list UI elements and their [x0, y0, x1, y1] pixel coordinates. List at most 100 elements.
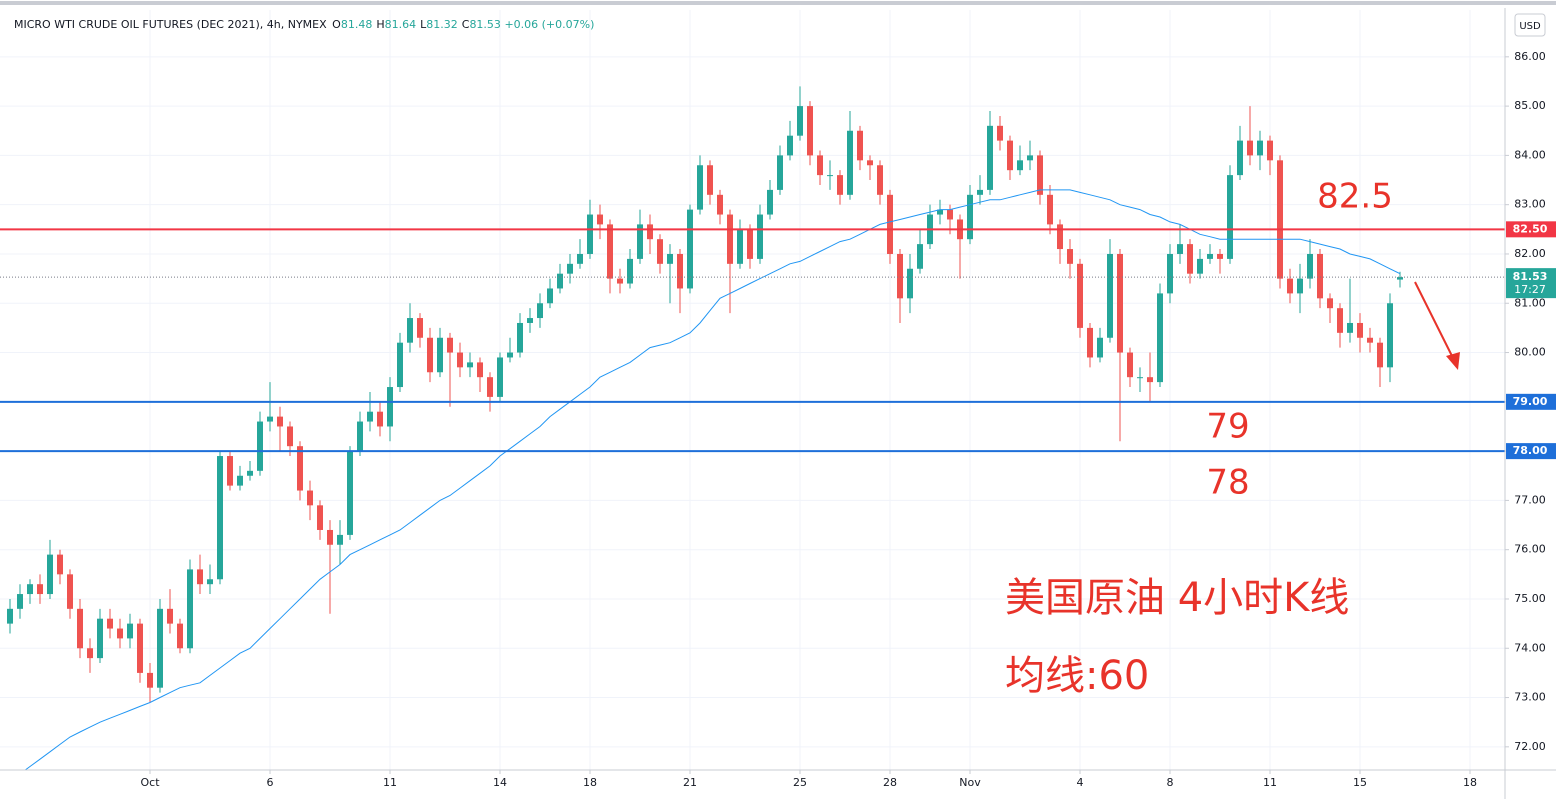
ohlc-label: H [376, 18, 385, 31]
candle-body [767, 189, 773, 215]
candle-body [1137, 377, 1143, 379]
candle-body [47, 554, 53, 595]
candle-body [1117, 253, 1123, 353]
candle-body [347, 451, 353, 535]
candle-body [187, 569, 193, 649]
candle-body [967, 194, 973, 240]
candle-body [1347, 322, 1353, 333]
annotation: 82.5 [1317, 177, 1393, 217]
candle-body [1217, 253, 1223, 259]
header: MICRO WTI CRUDE OIL FUTURES (DEC 2021), … [14, 18, 594, 31]
candle-body [1277, 160, 1283, 279]
candle-body [307, 490, 313, 506]
x-tick-label: 21 [683, 776, 697, 789]
candle-body [207, 579, 213, 585]
candle-body [847, 130, 853, 195]
candle-body [97, 618, 103, 659]
candle-body [1397, 277, 1403, 280]
candle-body [1307, 253, 1313, 279]
candle-body [687, 209, 693, 289]
candle-body [617, 278, 623, 284]
candle-body [227, 456, 233, 486]
arrow-line [1414, 281, 1456, 363]
ohlc-value: 81.53 [469, 18, 501, 31]
y-tick-label: 84.00 [1514, 148, 1546, 161]
candle-body [287, 426, 293, 447]
candle-body [277, 416, 283, 427]
candle-body [1147, 377, 1153, 383]
candle-body [337, 534, 343, 545]
candle-body [657, 239, 663, 264]
level-label: 79.00 [1513, 395, 1548, 408]
y-tick-label: 76.00 [1514, 543, 1546, 556]
candle-body [1247, 140, 1253, 156]
candle-body [1017, 160, 1023, 171]
y-tick-label: 73.00 [1514, 691, 1546, 704]
currency-box[interactable] [1514, 13, 1546, 37]
candle-body [177, 623, 183, 649]
candle-body [937, 209, 943, 215]
x-tick-label: 15 [1353, 776, 1367, 789]
candle-body [597, 214, 603, 225]
candle-body [477, 362, 483, 378]
arrow-head [1446, 352, 1460, 370]
candle-body [1167, 253, 1173, 294]
candle-body [577, 253, 583, 264]
y-tick-label: 83.00 [1514, 198, 1546, 211]
x-tick-label: 4 [1077, 776, 1084, 789]
candle-body [677, 253, 683, 289]
candle-body [857, 130, 863, 161]
x-tick-label: 28 [883, 776, 897, 789]
ohlc-label: C [461, 18, 470, 31]
candle-body [1197, 258, 1203, 274]
y-tick-label: 82.00 [1514, 247, 1546, 260]
x-tick-label: 6 [267, 776, 274, 789]
ohlc: O81.48 H81.64 L81.32 C81.53 [330, 18, 501, 31]
y-tick-label: 77.00 [1514, 493, 1546, 506]
candle-body [1267, 140, 1273, 161]
candle-body [147, 672, 153, 688]
currency: USD [1519, 21, 1541, 32]
candle-body [647, 224, 653, 240]
candle-body [947, 209, 953, 220]
candle-body [7, 608, 13, 624]
candle-body [1287, 278, 1293, 294]
candle-body [427, 337, 433, 373]
candle-body [247, 470, 253, 476]
x-tick-label: 14 [493, 776, 507, 789]
candle-body [897, 253, 903, 299]
candle-body [817, 155, 823, 176]
candle-body [497, 357, 503, 397]
candle-body [1327, 298, 1333, 309]
candle-body [267, 416, 273, 422]
candle-body [77, 608, 83, 649]
y-tick-label: 85.00 [1514, 99, 1546, 112]
last-price-box [1506, 268, 1556, 299]
x-tick-label: 11 [383, 776, 397, 789]
candle-body [137, 623, 143, 673]
candle-body [1057, 224, 1063, 250]
ohlc-label: O [332, 18, 341, 31]
candle-body [1097, 337, 1103, 358]
candle-body [37, 584, 43, 595]
ohlc-value: 81.48 [340, 18, 373, 31]
candle-body [567, 263, 573, 274]
candle-body [1107, 253, 1113, 338]
candle-body [517, 322, 523, 353]
candle-body [527, 318, 533, 323]
candle-body [777, 155, 783, 190]
candle-body [627, 258, 633, 284]
change: +0.06 (+0.07%) [504, 18, 595, 31]
candle-body [1177, 244, 1183, 254]
candle-body [707, 165, 713, 195]
ohlc-value: 81.64 [384, 18, 417, 31]
candle-body [447, 337, 453, 353]
candle-body [467, 362, 473, 368]
x-tick-label: 11 [1263, 776, 1277, 789]
x-tick-label: Nov [959, 776, 981, 789]
x-tick-label: 18 [583, 776, 597, 789]
candle-body [827, 175, 833, 177]
y-tick-label: 74.00 [1514, 641, 1546, 654]
